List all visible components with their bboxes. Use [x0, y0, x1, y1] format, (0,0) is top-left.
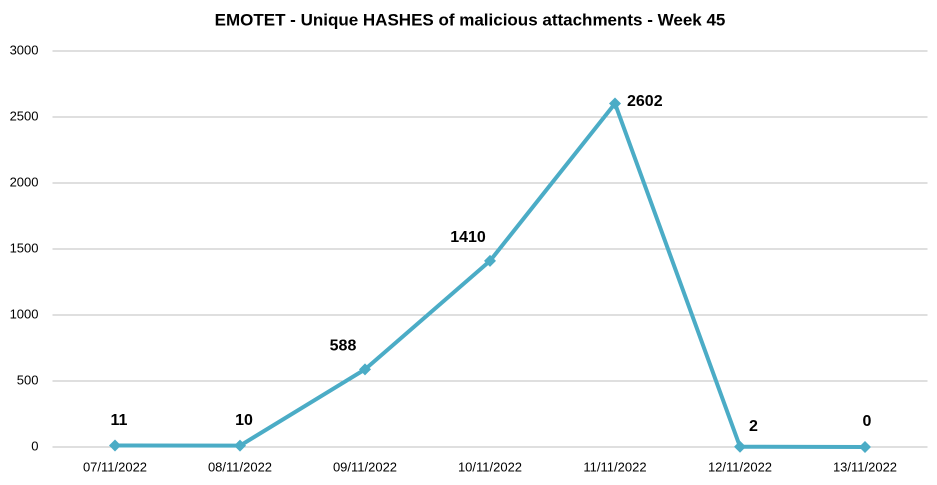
y-tick-label: 1000	[10, 306, 39, 321]
data-label: 0	[863, 413, 872, 430]
x-tick-label: 12/11/2022	[708, 459, 772, 474]
y-tick-label: 2000	[10, 174, 39, 189]
marker	[859, 441, 871, 453]
data-label: 11	[111, 412, 128, 429]
y-tick-label: 0	[31, 438, 38, 453]
data-label: 10	[235, 412, 253, 429]
marker	[609, 97, 621, 110]
data-label: 2	[749, 418, 758, 435]
x-tick-label: 08/11/2022	[208, 459, 272, 474]
y-tick-label: 3000	[10, 42, 39, 57]
data-label: 1410	[450, 229, 486, 246]
marker	[359, 363, 371, 376]
y-tick-label: 2500	[10, 108, 39, 123]
x-tick-label: 10/11/2022	[458, 459, 522, 474]
chart-title: EMOTET - Unique HASHES of malicious atta…	[215, 10, 726, 29]
data-label: 2602	[627, 93, 663, 110]
x-tick-label: 09/11/2022	[333, 459, 397, 474]
data-label: 588	[330, 338, 357, 355]
x-tick-label: 07/11/2022	[83, 459, 147, 474]
marker	[734, 440, 746, 453]
y-tick-label: 500	[17, 372, 39, 387]
line	[114, 101, 866, 449]
y-tick-label: 1500	[10, 240, 39, 255]
marker	[484, 254, 496, 267]
x-tick-label: 11/11/2022	[583, 459, 646, 474]
marker	[109, 439, 121, 452]
x-tick-label: 13/11/2022	[833, 459, 897, 474]
marker	[234, 439, 246, 452]
